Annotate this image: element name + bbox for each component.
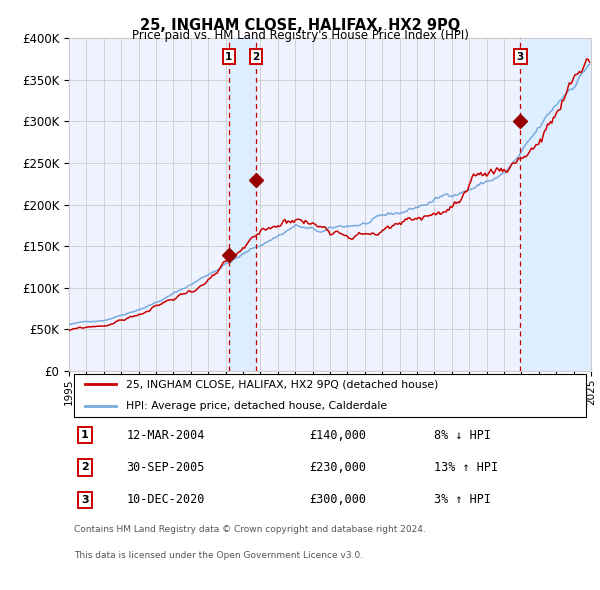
Text: 3% ↑ HPI: 3% ↑ HPI bbox=[434, 493, 491, 506]
Text: HPI: Average price, detached house, Calderdale: HPI: Average price, detached house, Cald… bbox=[127, 401, 388, 411]
25, INGHAM CLOSE, HALIFAX, HX2 9PQ (detached house) bbox=[221, 258, 228, 265]
Text: £300,000: £300,000 bbox=[309, 493, 366, 506]
25, INGHAM CLOSE, HALIFAX, HX2 9PQ (detached house) bbox=[557, 106, 564, 113]
Text: 3: 3 bbox=[517, 52, 524, 61]
Bar bbox=[229, 38, 256, 371]
HPI: Average price, detached house, Calderdale: (2.01e+03, 1.47e+05): Average price, detached house, Calderdal… bbox=[247, 245, 254, 253]
Text: 10-DEC-2020: 10-DEC-2020 bbox=[127, 493, 205, 506]
25, INGHAM CLOSE, HALIFAX, HX2 9PQ (detached house) bbox=[586, 58, 593, 65]
Text: This data is licensed under the Open Government Licence v3.0.: This data is licensed under the Open Gov… bbox=[74, 552, 364, 560]
HPI: Average price, detached house, Calderdale: (2e+03, 1.39e+05): Average price, detached house, Calderdal… bbox=[238, 251, 245, 258]
25, INGHAM CLOSE, HALIFAX, HX2 9PQ (detached house) bbox=[238, 247, 245, 254]
Text: 30-SEP-2005: 30-SEP-2005 bbox=[127, 461, 205, 474]
Text: 25, INGHAM CLOSE, HALIFAX, HX2 9PQ (detached house): 25, INGHAM CLOSE, HALIFAX, HX2 9PQ (deta… bbox=[127, 379, 439, 389]
HPI: Average price, detached house, Calderdale: (2e+03, 7.09e+04): Average price, detached house, Calderdal… bbox=[129, 309, 136, 316]
FancyBboxPatch shape bbox=[74, 374, 586, 417]
Text: 25, INGHAM CLOSE, HALIFAX, HX2 9PQ: 25, INGHAM CLOSE, HALIFAX, HX2 9PQ bbox=[140, 18, 460, 32]
Text: 8% ↓ HPI: 8% ↓ HPI bbox=[434, 429, 491, 442]
Text: Contains HM Land Registry data © Crown copyright and database right 2024.: Contains HM Land Registry data © Crown c… bbox=[74, 525, 426, 533]
25, INGHAM CLOSE, HALIFAX, HX2 9PQ (detached house) bbox=[65, 327, 73, 335]
HPI: Average price, detached house, Calderdale: (2.02e+03, 3.26e+05): Average price, detached house, Calderdal… bbox=[557, 96, 564, 103]
HPI: Average price, detached house, Calderdale: (2.01e+03, 1.76e+05): Average price, detached house, Calderdal… bbox=[293, 221, 300, 228]
HPI: Average price, detached house, Calderdale: (2e+03, 1.28e+05): Average price, detached house, Calderdal… bbox=[221, 261, 228, 268]
Text: Price paid vs. HM Land Registry's House Price Index (HPI): Price paid vs. HM Land Registry's House … bbox=[131, 30, 469, 42]
Bar bbox=[520, 38, 591, 371]
Text: 13% ↑ HPI: 13% ↑ HPI bbox=[434, 461, 499, 474]
Line: HPI: Average price, detached house, Calderdale: HPI: Average price, detached house, Cald… bbox=[69, 64, 590, 325]
Text: £230,000: £230,000 bbox=[309, 461, 366, 474]
Line: 25, INGHAM CLOSE, HALIFAX, HX2 9PQ (detached house): 25, INGHAM CLOSE, HALIFAX, HX2 9PQ (deta… bbox=[69, 59, 590, 331]
Text: 1: 1 bbox=[81, 430, 89, 440]
25, INGHAM CLOSE, HALIFAX, HX2 9PQ (detached house) bbox=[129, 313, 136, 320]
HPI: Average price, detached house, Calderdale: (2.02e+03, 3.69e+05): Average price, detached house, Calderdal… bbox=[586, 61, 593, 68]
Text: 3: 3 bbox=[81, 494, 88, 504]
25, INGHAM CLOSE, HALIFAX, HX2 9PQ (detached house) bbox=[247, 236, 254, 243]
Text: 1: 1 bbox=[225, 52, 233, 61]
Text: 2: 2 bbox=[253, 52, 260, 61]
25, INGHAM CLOSE, HALIFAX, HX2 9PQ (detached house) bbox=[583, 55, 590, 63]
25, INGHAM CLOSE, HALIFAX, HX2 9PQ (detached house) bbox=[293, 216, 300, 223]
Text: 12-MAR-2004: 12-MAR-2004 bbox=[127, 429, 205, 442]
Text: £140,000: £140,000 bbox=[309, 429, 366, 442]
Text: 2: 2 bbox=[81, 463, 89, 473]
HPI: Average price, detached house, Calderdale: (2e+03, 5.57e+04): Average price, detached house, Calderdal… bbox=[65, 321, 73, 328]
